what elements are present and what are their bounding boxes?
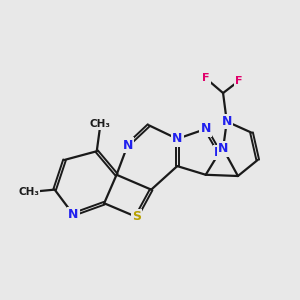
Text: N: N [200, 122, 211, 135]
Text: CH₃: CH₃ [90, 119, 111, 129]
Text: N: N [68, 208, 78, 221]
Text: N: N [122, 139, 133, 152]
Text: N: N [218, 142, 228, 155]
Text: N: N [172, 132, 182, 146]
Text: S: S [132, 210, 141, 224]
Text: N: N [214, 146, 224, 159]
Text: N: N [222, 115, 232, 128]
Text: CH₃: CH₃ [18, 187, 39, 197]
Text: F: F [236, 76, 243, 85]
Text: F: F [202, 73, 209, 83]
